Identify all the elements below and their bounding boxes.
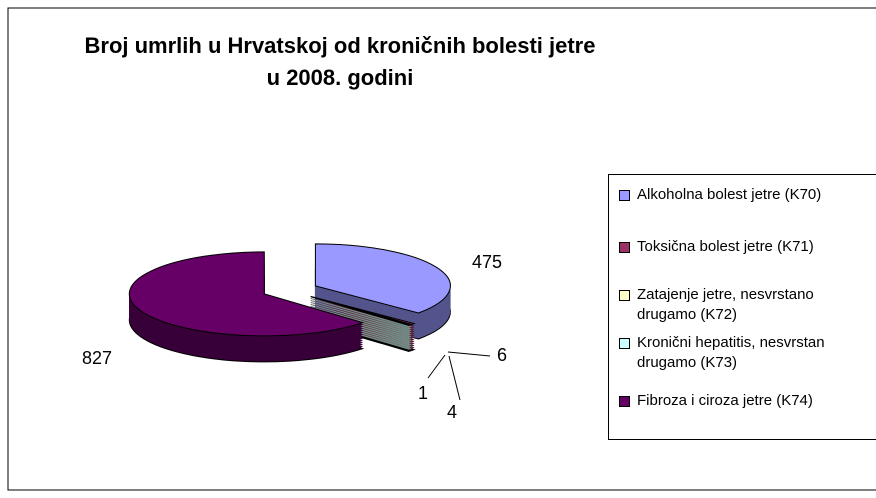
data-label: 6: [497, 345, 507, 365]
legend-label: Fibroza i ciroza jetre (K74): [637, 392, 813, 409]
data-label: 475: [472, 252, 502, 272]
legend-label: Zatajenje jetre, nesvrstano drugamo (K72…: [637, 286, 814, 323]
slice-side: [310, 298, 412, 328]
slice: [128, 251, 365, 337]
legend: Alkoholna bolest jetre (K70) Toksična bol…: [608, 174, 876, 440]
legend-label: Toksična bolest jetre (K71): [637, 238, 814, 255]
slice-side: [310, 300, 412, 330]
leader-line: [427, 354, 446, 379]
slice-side: [310, 304, 412, 334]
data-label: 1: [418, 383, 428, 403]
legend-item: Kronični hepatitis, nesvrstan drugamo (K…: [619, 333, 876, 373]
slice-side: [310, 302, 412, 332]
legend-item: Fibroza i ciroza jetre (K74): [619, 391, 876, 411]
legend-swatch: [619, 190, 630, 201]
leader-line: [447, 351, 491, 357]
legend-label: Kronični hepatitis, nesvrstan drugamo (K…: [637, 334, 825, 371]
slice: [310, 296, 413, 326]
slice: [314, 243, 451, 314]
data-label: 4: [447, 402, 457, 422]
legend-swatch: [619, 290, 630, 301]
leader-line: [448, 355, 461, 401]
legend-label: Alkoholna bolest jetre (K70): [637, 186, 822, 203]
legend-item: Alkoholna bolest jetre (K70): [619, 185, 876, 205]
chart-border: [7, 7, 876, 491]
data-label: 827: [82, 348, 112, 368]
legend-swatch: [619, 338, 630, 349]
legend-swatch: [619, 242, 630, 253]
legend-item: Zatajenje jetre, nesvrstano drugamo (K72…: [619, 285, 876, 325]
legend-item: Toksična bolest jetre (K71): [619, 237, 876, 257]
slice-side: [310, 306, 412, 336]
chart-title: Broj umrlih u Hrvatskoj od kroničnih bol…: [84, 33, 596, 90]
legend-swatch: [619, 396, 630, 407]
